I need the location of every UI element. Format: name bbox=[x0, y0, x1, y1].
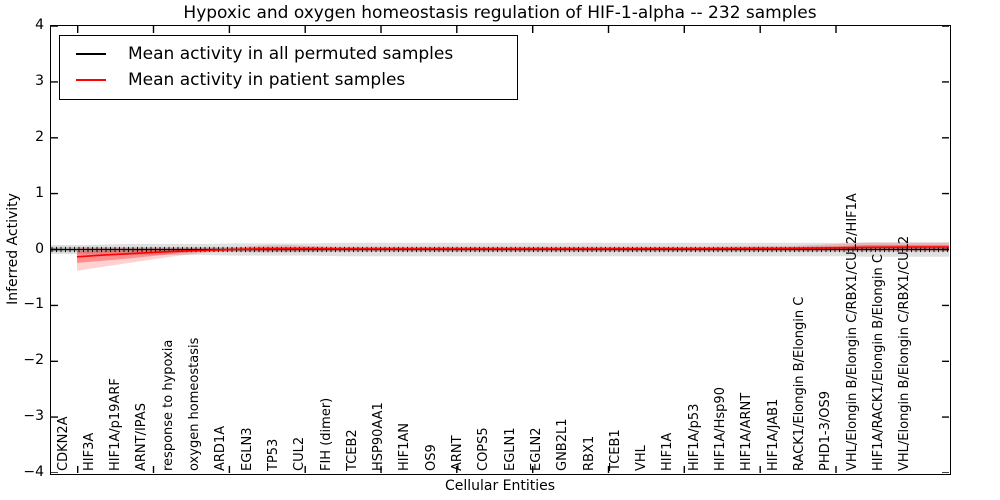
x-tick-label: EGLN2 bbox=[528, 427, 544, 471]
legend-item-permuted: Mean activity in all permuted samples bbox=[60, 41, 517, 67]
x-tick-label: HIF1A/Hsp90 bbox=[713, 387, 728, 471]
x-tick-label: COPS5 bbox=[476, 427, 492, 471]
y-tick-label: 3 bbox=[35, 72, 44, 89]
x-tick-label: VHL/Elongin B/Elongin C/RBX1/CUL2 bbox=[897, 235, 913, 471]
x-tick-label: ARNT/IPAS bbox=[134, 403, 150, 471]
chart-title: Hypoxic and oxygen homeostasis regulatio… bbox=[183, 3, 817, 23]
x-tick-label: EGLN1 bbox=[502, 427, 518, 471]
y-tick-label: 2 bbox=[35, 128, 44, 145]
y-tick-label: −4 bbox=[23, 464, 44, 480]
x-tick-label: OS9 bbox=[423, 444, 439, 471]
x-tick-label: HIF1A/p53 bbox=[686, 403, 702, 471]
x-tick-label: HIF3A bbox=[81, 432, 97, 471]
x-tick-label: HIF1A/p19ARF bbox=[108, 378, 124, 471]
x-tick-label: VHL/Elongin B/Elongin C/RBX1/CUL2/HIF1A bbox=[844, 193, 860, 471]
y-tick-label: 1 bbox=[35, 184, 44, 201]
x-tick-label: HIF1A/ARNT bbox=[739, 392, 755, 471]
red-line-swatch-icon bbox=[76, 79, 106, 81]
x-tick-label: HIF1A/JAB1 bbox=[765, 398, 781, 471]
y-tick-label: −2 bbox=[23, 352, 44, 369]
legend-label-patient: Mean activity in patient samples bbox=[128, 70, 406, 90]
mean-line-patient bbox=[76, 246, 949, 258]
black-line-swatch-icon bbox=[76, 53, 106, 55]
x-tick-label: EGLN3 bbox=[239, 427, 255, 471]
legend: Mean activity in all permuted samples Me… bbox=[59, 35, 518, 100]
x-tick-label: PHD1-3/OS9 bbox=[818, 391, 834, 471]
legend-label-permuted: Mean activity in all permuted samples bbox=[128, 44, 454, 64]
axis-ticks bbox=[51, 26, 949, 473]
y-tick-label: −3 bbox=[23, 408, 44, 425]
y-tick-label: 0 bbox=[35, 240, 44, 257]
x-tick-label: HIF1A bbox=[660, 432, 676, 471]
x-tick-label: FIH (dimer) bbox=[318, 397, 334, 471]
y-tick-label: 4 bbox=[35, 17, 44, 33]
x-tick-label: HIF1AN bbox=[397, 423, 413, 471]
chart-canvas bbox=[51, 26, 949, 473]
x-tick-label: oxygen homeostasis bbox=[187, 337, 202, 471]
x-tick-label: TCEB2 bbox=[344, 429, 360, 471]
x-tick-label: GNB2L1 bbox=[555, 418, 571, 471]
x-tick-label: response to hypoxia bbox=[160, 339, 176, 471]
x-tick-label: RBX1 bbox=[581, 435, 597, 471]
x-tick-label: VHL bbox=[634, 445, 650, 471]
x-tick-label: HIF1A/RACK1/Elongin B/Elongin C bbox=[870, 254, 886, 471]
x-tick-label: ARNT bbox=[450, 435, 465, 471]
x-tick-label: RACK1/Elongin B/Elongin C bbox=[791, 296, 807, 471]
x-tick-label: HSP90AA1 bbox=[371, 402, 387, 471]
x-tick-label: TP53 bbox=[265, 438, 281, 471]
x-tick-label: CDKN2A bbox=[55, 416, 71, 471]
y-tick-label: −1 bbox=[23, 296, 44, 313]
x-tick-label: ARD1A bbox=[213, 425, 229, 471]
x-tick-label: CUL2 bbox=[292, 436, 308, 471]
plot-area: Mean activity in all permuted samples Me… bbox=[50, 25, 951, 475]
x-axis-label: Cellular Entities bbox=[444, 478, 556, 494]
x-tick-label: TCEB1 bbox=[607, 429, 623, 471]
legend-item-patient: Mean activity in patient samples bbox=[60, 67, 517, 93]
